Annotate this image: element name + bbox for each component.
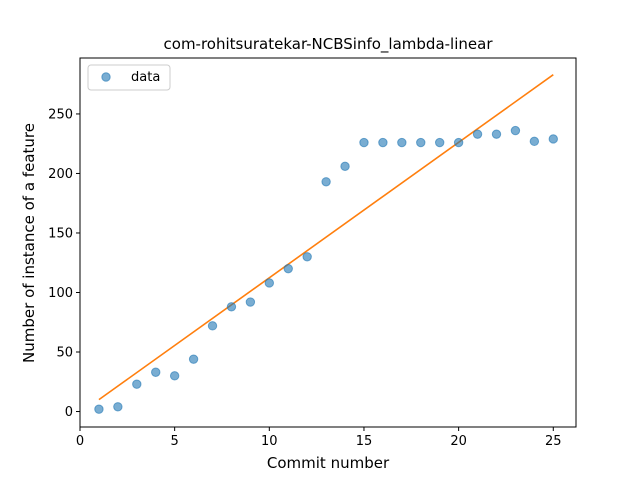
data-point (378, 137, 388, 148)
y-tick-label: 150 (48, 226, 73, 241)
data-point (529, 136, 540, 147)
data-point (302, 252, 312, 262)
x-axis-label: Commit number (267, 454, 390, 472)
data-point (491, 129, 502, 139)
data-point (151, 367, 161, 377)
legend-label: data (131, 70, 160, 85)
data-point (245, 297, 256, 307)
data-point (188, 354, 199, 364)
fit-line (98, 74, 554, 401)
data-point (169, 371, 180, 381)
chart-title: com-rohitsuratekar-NCBSinfo_lambda-linea… (164, 35, 494, 54)
data-point (416, 137, 426, 148)
legend-marker (101, 72, 111, 82)
y-tick-label: 250 (48, 107, 73, 122)
y-tick-label: 100 (48, 286, 73, 301)
legend: data (87, 64, 171, 91)
x-tick-label: 25 (545, 434, 562, 449)
data-point (132, 379, 142, 389)
y-tick-label: 0 (65, 405, 73, 420)
data-point (207, 321, 218, 331)
axes-frame (79, 57, 577, 428)
data-point (434, 137, 445, 148)
x-tick-label: 20 (450, 434, 467, 449)
data-point (226, 302, 237, 312)
data-point (453, 137, 464, 148)
x-tick-label: 15 (356, 434, 373, 449)
data-point (283, 263, 293, 274)
data-point (321, 177, 331, 187)
y-tick-label: 50 (56, 346, 73, 361)
data-point (113, 402, 123, 412)
data-point (359, 137, 369, 148)
y-tick-label: 200 (48, 167, 73, 182)
x-tick-label: 0 (76, 434, 84, 449)
data-point (264, 278, 275, 288)
data-point (510, 125, 521, 136)
y-axis-label: Number of instance of a feature (20, 123, 38, 363)
data-point (94, 404, 104, 414)
x-tick-label: 10 (261, 434, 278, 449)
data-point (548, 134, 558, 144)
data-point (340, 161, 350, 172)
legend-box (87, 64, 171, 91)
x-tick-label: 5 (171, 434, 179, 449)
data-point (472, 129, 483, 139)
data-point (397, 137, 407, 148)
